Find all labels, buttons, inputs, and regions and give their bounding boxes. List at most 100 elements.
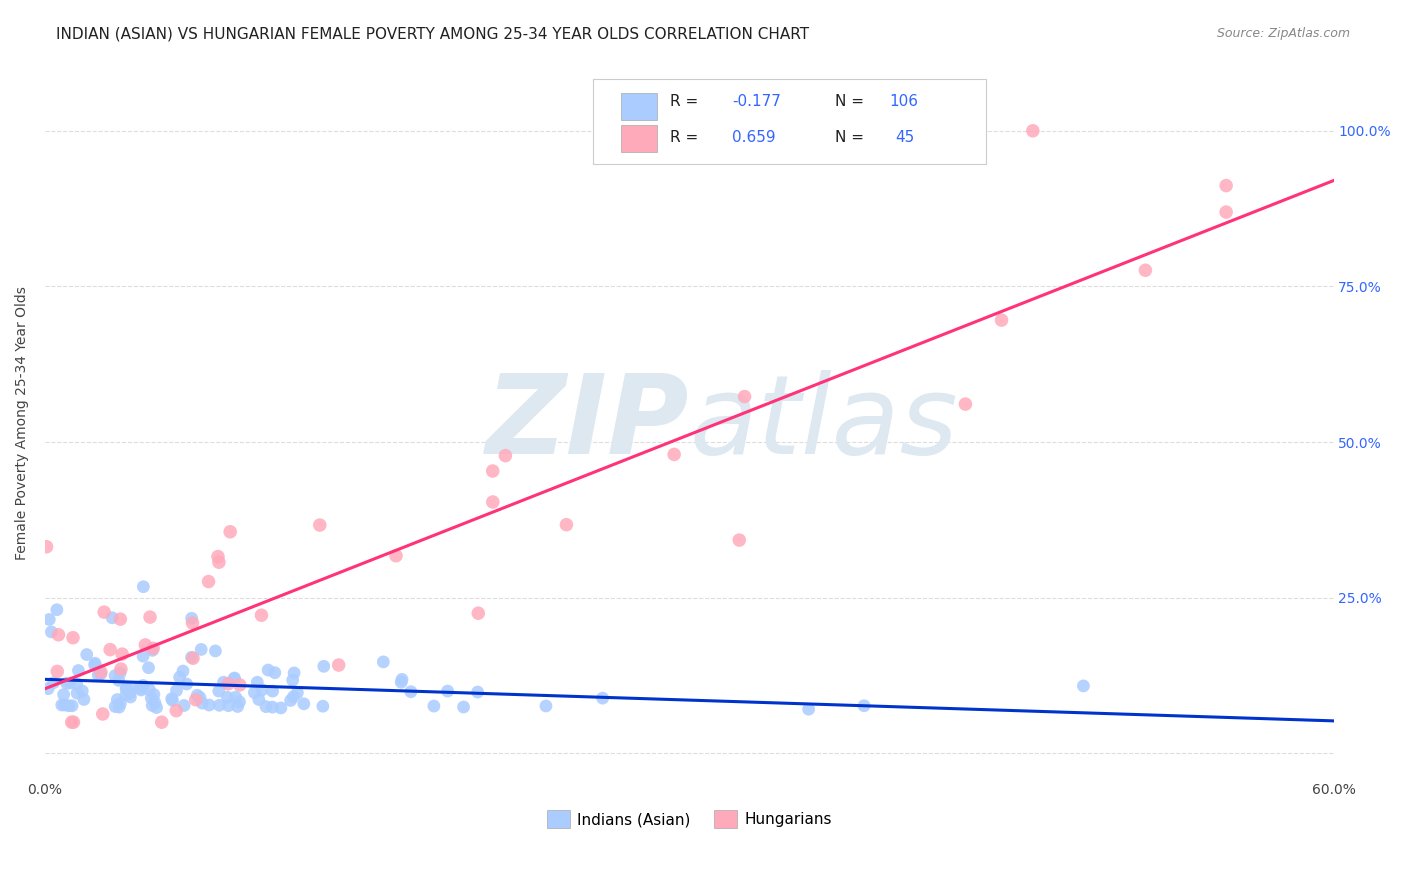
Point xyxy=(110,697,132,711)
Point xyxy=(592,691,614,706)
Point xyxy=(132,649,155,664)
Point xyxy=(391,673,413,687)
Point xyxy=(115,688,138,702)
Point xyxy=(990,313,1012,327)
Point xyxy=(208,698,231,713)
Point xyxy=(797,702,820,716)
Point xyxy=(217,698,239,713)
Point xyxy=(173,698,195,713)
Point xyxy=(120,690,142,704)
Point xyxy=(141,643,163,657)
Point xyxy=(467,685,489,699)
Point xyxy=(186,688,208,702)
Point xyxy=(132,678,155,692)
Point xyxy=(853,698,876,713)
Point xyxy=(76,648,98,662)
Point xyxy=(105,692,128,706)
Point xyxy=(212,675,235,690)
Point xyxy=(280,693,302,707)
Point xyxy=(45,603,67,617)
Point xyxy=(48,628,70,642)
Point xyxy=(62,715,84,730)
Text: atlas: atlas xyxy=(689,370,957,477)
Point xyxy=(436,684,458,698)
Point xyxy=(169,670,191,684)
Text: ZIP: ZIP xyxy=(485,370,689,477)
Point xyxy=(138,661,160,675)
Point xyxy=(66,677,89,691)
Point xyxy=(226,699,249,714)
Point xyxy=(51,698,73,712)
Text: 45: 45 xyxy=(896,130,915,145)
Point xyxy=(197,574,219,589)
Point xyxy=(55,676,77,690)
Point xyxy=(250,682,273,697)
Point xyxy=(67,664,90,678)
Point xyxy=(453,700,475,714)
Point xyxy=(188,690,211,705)
Point xyxy=(129,681,152,696)
Point xyxy=(555,517,578,532)
Point xyxy=(132,580,155,594)
Point xyxy=(184,692,207,706)
Y-axis label: Female Poverty Among 25-34 Year Olds: Female Poverty Among 25-34 Year Olds xyxy=(15,286,30,560)
Point xyxy=(481,495,503,509)
Point xyxy=(66,686,89,700)
FancyBboxPatch shape xyxy=(621,125,657,152)
Point xyxy=(58,698,80,713)
Point xyxy=(73,692,96,706)
Point xyxy=(142,641,165,656)
Point xyxy=(207,549,229,564)
Point xyxy=(52,688,75,702)
Point xyxy=(84,657,107,671)
Point xyxy=(373,655,395,669)
Point xyxy=(257,663,280,677)
Point xyxy=(129,682,152,697)
Point xyxy=(270,701,292,715)
Point xyxy=(166,683,188,698)
Point xyxy=(263,665,285,680)
Point xyxy=(955,397,977,411)
Point xyxy=(181,651,204,665)
Point xyxy=(115,681,138,696)
Point xyxy=(262,684,284,698)
Point xyxy=(53,698,76,712)
Point xyxy=(243,685,266,699)
Point xyxy=(494,449,516,463)
Text: R =: R = xyxy=(669,95,703,110)
Point xyxy=(35,540,58,554)
Point xyxy=(481,464,503,478)
Point xyxy=(93,605,115,619)
Point xyxy=(385,549,408,563)
Point xyxy=(217,690,239,705)
Point xyxy=(262,700,284,714)
Point xyxy=(176,677,198,691)
Point xyxy=(143,696,166,710)
Point xyxy=(91,706,114,721)
Point xyxy=(208,555,231,569)
Text: N =: N = xyxy=(835,130,869,145)
Point xyxy=(728,533,751,547)
Point xyxy=(60,715,83,730)
Point xyxy=(224,671,246,685)
Point xyxy=(162,693,184,707)
FancyBboxPatch shape xyxy=(592,79,986,164)
Point xyxy=(42,675,65,690)
Text: -0.177: -0.177 xyxy=(731,95,780,110)
Point xyxy=(142,688,165,702)
Point xyxy=(1215,205,1237,219)
Point xyxy=(141,691,163,706)
Point xyxy=(467,606,489,620)
Point xyxy=(180,650,202,665)
Point xyxy=(90,667,112,681)
Point xyxy=(101,611,124,625)
Point xyxy=(217,677,239,691)
Legend: Indians (Asian), Hungarians: Indians (Asian), Hungarians xyxy=(541,804,838,834)
Point xyxy=(110,662,132,676)
Point xyxy=(191,696,214,710)
Point xyxy=(98,642,121,657)
Point xyxy=(225,690,247,705)
Point xyxy=(1215,178,1237,193)
Point xyxy=(38,612,60,626)
Point xyxy=(734,390,756,404)
